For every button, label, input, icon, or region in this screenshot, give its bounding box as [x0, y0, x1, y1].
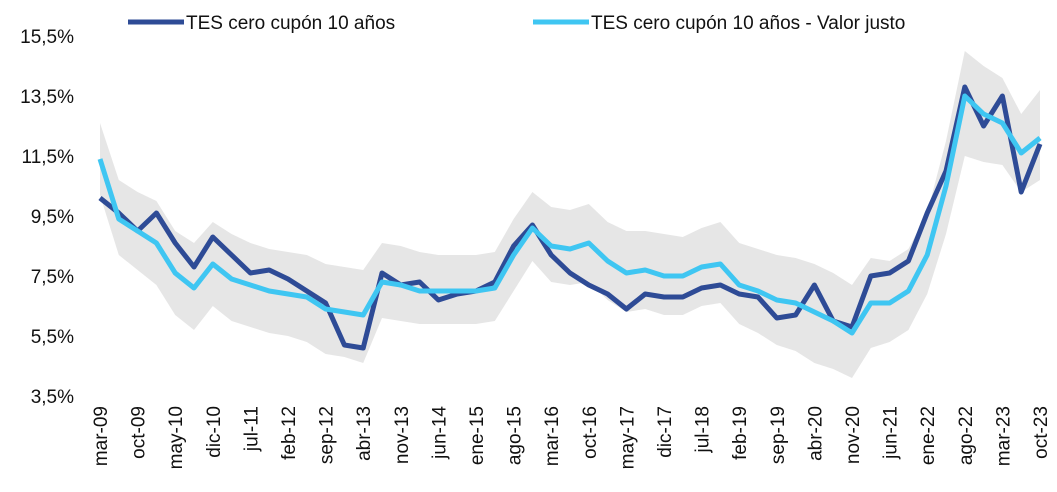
- series-line: [97, 93, 1042, 336]
- x-tick-label: mar-16: [542, 406, 563, 466]
- legend-label: TES cero cupón 10 años - Valor justo: [591, 13, 905, 34]
- x-tick-label: nov-13: [392, 406, 413, 464]
- x-tick-label: jul-11: [241, 406, 262, 452]
- x-tick-label: abr-20: [805, 406, 826, 461]
- x-tick-label: oct-09: [129, 406, 150, 459]
- y-tick-label: 5,5%: [31, 327, 74, 348]
- x-tick-label: nov-20: [843, 406, 864, 464]
- x-tick-label: abr-13: [354, 406, 375, 461]
- x-tick-label: sep-12: [317, 406, 338, 464]
- x-tick-label: feb-19: [730, 406, 751, 460]
- x-tick-label: oct-23: [1031, 406, 1052, 459]
- range-band: [100, 51, 1040, 378]
- x-tick-label: dic-10: [204, 406, 225, 458]
- x-tick-label: oct-16: [580, 406, 601, 459]
- y-tick-label: 13,5%: [20, 87, 74, 108]
- x-tick-label: ago-15: [505, 406, 526, 465]
- series-line: [98, 84, 1043, 351]
- x-tick-label: dic-17: [655, 406, 676, 458]
- y-tick-label: 7,5%: [31, 267, 74, 288]
- x-tick-label: jun-21: [881, 406, 902, 460]
- x-tick-label: jul-18: [693, 406, 714, 453]
- x-tick-label: mar-09: [91, 406, 112, 466]
- y-tick-label: 11,5%: [22, 147, 75, 168]
- x-tick-label: sep-19: [768, 406, 789, 464]
- x-tick-label: may-10: [166, 406, 187, 469]
- legend-label: TES cero cupón 10 años: [186, 13, 395, 34]
- x-tick-label: may-17: [617, 406, 638, 469]
- y-tick-label: 9,5%: [31, 207, 74, 228]
- x-tick-label: ene-22: [918, 406, 939, 465]
- x-tick-label: ago-22: [956, 406, 977, 465]
- x-tick-label: feb-12: [279, 406, 300, 460]
- y-tick-label: 3,5%: [31, 387, 74, 408]
- x-tick-label: mar-23: [993, 406, 1014, 466]
- x-tick-label: ene-15: [467, 406, 488, 465]
- x-tick-label: jun-14: [429, 406, 450, 460]
- y-tick-label: 15,5%: [20, 27, 74, 48]
